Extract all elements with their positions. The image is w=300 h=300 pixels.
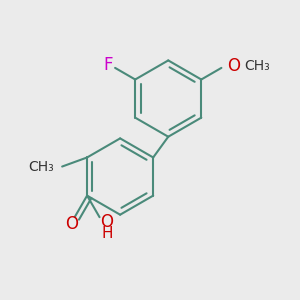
Text: H: H	[101, 226, 112, 241]
Text: CH₃: CH₃	[244, 59, 270, 73]
Text: O: O	[227, 57, 240, 75]
Text: O: O	[100, 213, 113, 231]
Text: O: O	[65, 215, 79, 233]
Text: CH₃: CH₃	[28, 160, 54, 173]
Text: F: F	[103, 56, 112, 74]
